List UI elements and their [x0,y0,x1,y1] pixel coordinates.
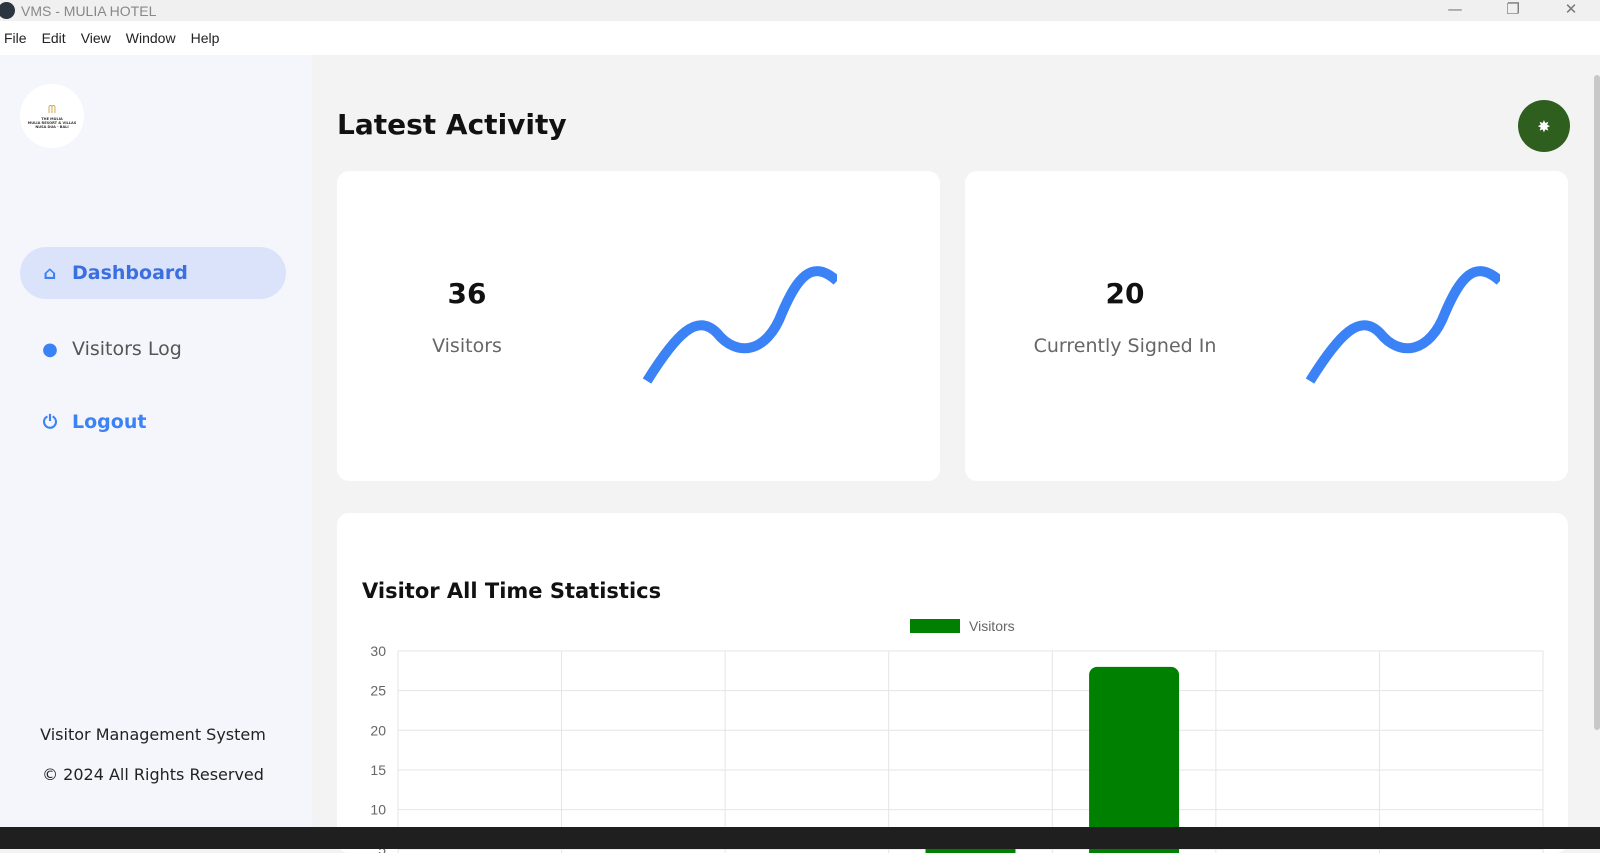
sidebar-item-dashboard[interactable]: ⌂ Dashboard [20,247,286,299]
y-tick-label: 20 [370,722,386,738]
bar [1089,666,1180,853]
menu-file[interactable]: File [4,30,27,46]
main-content: Latest Activity ✸ 36 Visitors 20 Current… [312,55,1600,853]
sidebar-item-label: Visitors Log [72,338,182,360]
stat-value: 36 [447,277,487,310]
restore-button[interactable]: ❐ [1506,0,1520,18]
sidebar-item-logout[interactable]: ⏻ Logout [20,396,286,448]
page-title: Latest Activity [337,108,567,141]
menu-edit[interactable]: Edit [41,30,66,46]
user-icon: ● [42,338,58,360]
app-icon [0,2,15,19]
scrollbar[interactable] [1594,75,1600,730]
legend-label: Visitors [969,618,1015,634]
trend-icon [642,266,837,384]
stat-label: Visitors [432,335,502,357]
footer-system-name: Visitor Management System [40,725,266,744]
home-icon: ⌂ [43,262,57,284]
menu-help[interactable]: Help [190,30,220,46]
hotel-logo: ᗰ THE MULIA MULIA RESORT & VILLAS NUSA DUA… [20,84,84,148]
statistics-card: Visitor All Time Statistics Visitors 30 25… [337,513,1568,853]
visitors-stat-card: 36 Visitors [337,171,940,481]
stat-label: Currently Signed In [1033,335,1217,357]
footer-copyright: © 2024 All Rights Reserved [42,765,264,784]
trend-icon [1305,266,1500,384]
y-tick-label: 30 [370,643,386,659]
y-tick-label: 10 [370,802,386,818]
taskbar [0,827,1600,849]
window-title: VMS - MULIA HOTEL [21,2,157,19]
signed-in-stat-card: 20 Currently Signed In [965,171,1568,481]
stat-value: 20 [1105,277,1145,310]
power-icon: ⏻ [42,411,58,433]
bar-chart: Visitors30252015105 [370,618,1544,853]
menu-window[interactable]: Window [125,30,176,46]
star-icon: ✸ [1537,116,1551,136]
title-bar: VMS - MULIA HOTEL — ❐ ✕ [0,0,1600,21]
minimize-button[interactable]: — [1447,0,1463,18]
sidebar: ᗰ THE MULIA MULIA RESORT & VILLAS NUSA DUA… [0,55,312,827]
menu-view[interactable]: View [80,30,111,46]
close-button[interactable]: ✕ [1564,0,1578,18]
y-tick-label: 15 [370,762,386,778]
y-tick-label: 25 [370,683,386,699]
legend-swatch [910,619,960,633]
profile-button[interactable]: ✸ [1518,100,1570,152]
sidebar-item-label: Dashboard [72,262,188,284]
chart-title: Visitor All Time Statistics [362,579,662,603]
menu-bar: File Edit View Window Help [0,21,1600,55]
sidebar-item-label: Logout [72,411,147,433]
sidebar-item-visitors-log[interactable]: ● Visitors Log [20,323,286,375]
